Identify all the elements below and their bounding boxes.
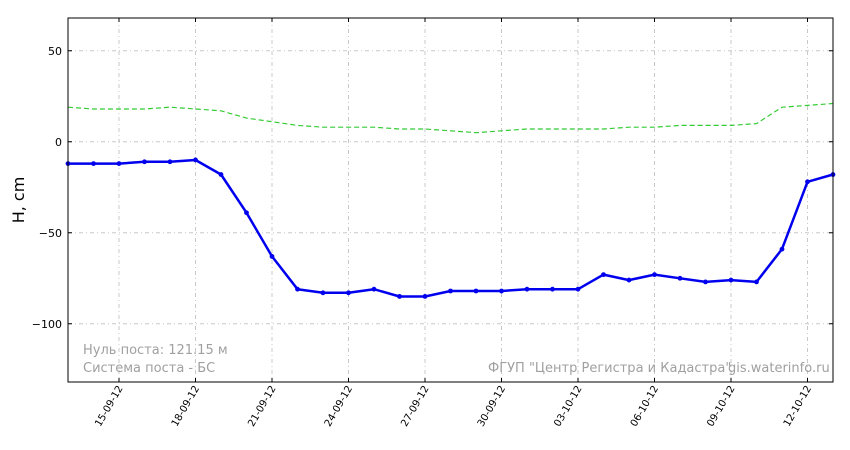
x-tick-label: 15-09-12 [93, 384, 125, 429]
data-point [677, 275, 683, 281]
data-point [754, 279, 759, 285]
data-point [422, 294, 428, 299]
data-point [346, 290, 351, 296]
x-tick-label: 18-09-12 [170, 384, 202, 429]
data-point [91, 161, 96, 167]
data-point [269, 254, 275, 259]
website-credit: gis.waterinfo.ru [728, 361, 830, 376]
y-tick-label: −50 [39, 227, 62, 240]
series-layer [65, 102, 836, 299]
data-point [116, 161, 122, 167]
data-point [320, 290, 326, 296]
data-point [728, 277, 734, 283]
y-tick-label: 50 [48, 45, 62, 58]
x-tick-label: 09-10-12 [705, 384, 737, 429]
data-point [142, 159, 147, 165]
data-point [779, 246, 785, 252]
data-point [626, 277, 632, 283]
data-point [371, 286, 377, 292]
plot-frame [67, 17, 834, 383]
data-point [652, 272, 657, 278]
y-axis-label: H, cm [9, 177, 28, 224]
x-tick-label: 21-09-12 [246, 384, 278, 429]
data-point [703, 279, 708, 285]
series-line-1 [68, 158, 834, 298]
data-point [397, 294, 402, 299]
series-line-0 [67, 102, 834, 134]
data-point [601, 272, 606, 278]
y-tick-label: 0 [55, 136, 62, 149]
data-point [550, 286, 555, 292]
data-point [524, 286, 530, 292]
x-tick-label: 03-10-12 [552, 384, 584, 429]
data-point [473, 288, 479, 294]
organization-credit: ФГУП "Центр Регистра и Кадастра" [488, 361, 732, 376]
data-point [499, 288, 504, 294]
grid [68, 18, 833, 382]
y-tick-label: −100 [32, 318, 62, 331]
data-point [193, 157, 198, 163]
data-point [805, 179, 810, 185]
x-tick-label: 12-10-12 [782, 384, 814, 429]
x-tick-label: 24-09-12 [323, 384, 355, 429]
data-point [167, 159, 173, 165]
x-tick-label: 27-09-12 [399, 384, 431, 429]
gauge-zero-note: Нуль поста: 121.15 м [83, 343, 228, 358]
data-point [295, 286, 300, 292]
data-point [244, 210, 249, 216]
data-point [448, 288, 453, 294]
x-tick-label: 30-09-12 [476, 384, 508, 429]
gauge-system-note: Система поста - БС [83, 361, 216, 376]
data-point [575, 286, 581, 292]
x-tick-label: 06-10-12 [629, 384, 661, 429]
data-point [218, 172, 224, 177]
